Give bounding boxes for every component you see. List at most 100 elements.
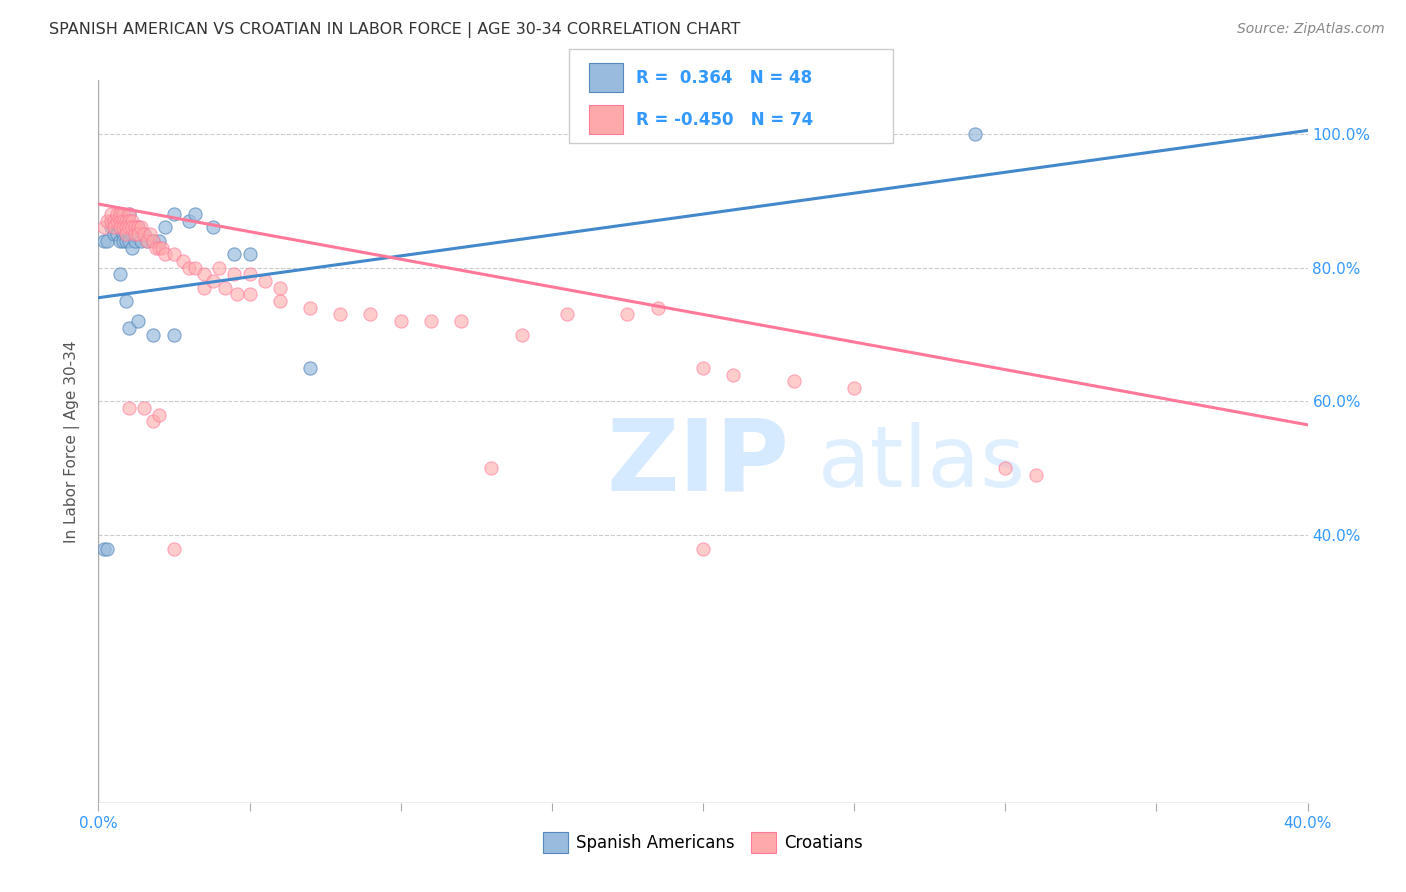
- Point: [118, 227, 141, 242]
- Point: [844, 381, 866, 395]
- Point: [202, 274, 225, 288]
- Point: [184, 207, 207, 221]
- Point: [96, 234, 118, 248]
- Point: [108, 214, 131, 228]
- Point: [783, 375, 806, 389]
- Point: [239, 287, 262, 301]
- Point: [124, 227, 146, 242]
- Point: [118, 207, 141, 221]
- Point: [121, 220, 143, 235]
- Point: [132, 401, 155, 416]
- Point: [253, 274, 276, 288]
- Point: [93, 234, 115, 248]
- Point: [118, 321, 141, 335]
- Point: [142, 234, 165, 248]
- Point: [692, 541, 714, 556]
- Point: [153, 247, 176, 261]
- Point: [208, 260, 231, 275]
- Point: [142, 414, 165, 429]
- Text: ZIP: ZIP: [606, 415, 789, 512]
- Point: [153, 220, 176, 235]
- Point: [127, 220, 149, 235]
- Point: [148, 241, 170, 255]
- Point: [132, 227, 155, 242]
- Point: [129, 234, 152, 248]
- Point: [139, 227, 162, 242]
- Point: [127, 227, 149, 242]
- Point: [118, 234, 141, 248]
- Point: [118, 220, 141, 235]
- Point: [224, 268, 246, 282]
- Point: [114, 220, 136, 235]
- Point: [127, 314, 149, 328]
- Y-axis label: In Labor Force | Age 30-34: In Labor Force | Age 30-34: [63, 340, 80, 543]
- Point: [108, 220, 131, 235]
- Point: [179, 214, 201, 228]
- Point: [616, 307, 638, 322]
- Point: [114, 294, 136, 309]
- Point: [172, 254, 194, 268]
- Point: [450, 314, 472, 328]
- Point: [239, 268, 262, 282]
- Point: [103, 220, 125, 235]
- Legend: Spanish Americans, Croatians: Spanish Americans, Croatians: [536, 826, 870, 860]
- Point: [135, 234, 157, 248]
- Point: [142, 234, 165, 248]
- Point: [142, 327, 165, 342]
- Point: [96, 214, 118, 228]
- Point: [118, 220, 141, 235]
- Point: [163, 247, 186, 261]
- Point: [111, 214, 134, 228]
- Point: [723, 368, 745, 382]
- Point: [148, 408, 170, 422]
- Text: R = -0.450   N = 74: R = -0.450 N = 74: [636, 112, 813, 129]
- Point: [105, 207, 128, 221]
- Text: atlas: atlas: [818, 422, 1026, 505]
- Point: [994, 461, 1017, 475]
- Text: SPANISH AMERICAN VS CROATIAN IN LABOR FORCE | AGE 30-34 CORRELATION CHART: SPANISH AMERICAN VS CROATIAN IN LABOR FO…: [49, 22, 741, 38]
- Point: [389, 314, 412, 328]
- Point: [108, 268, 131, 282]
- Point: [108, 220, 131, 235]
- Point: [202, 220, 225, 235]
- Point: [111, 227, 134, 242]
- Point: [163, 327, 186, 342]
- Point: [121, 227, 143, 242]
- Point: [121, 241, 143, 255]
- Point: [96, 541, 118, 556]
- Point: [239, 247, 262, 261]
- Point: [103, 227, 125, 242]
- Point: [114, 227, 136, 242]
- Point: [224, 247, 246, 261]
- Point: [145, 241, 167, 255]
- Text: Source: ZipAtlas.com: Source: ZipAtlas.com: [1237, 22, 1385, 37]
- Point: [100, 214, 122, 228]
- Point: [127, 220, 149, 235]
- Point: [118, 401, 141, 416]
- Point: [108, 234, 131, 248]
- Point: [148, 234, 170, 248]
- Point: [121, 214, 143, 228]
- Point: [299, 361, 322, 376]
- Point: [481, 461, 503, 475]
- Point: [269, 294, 291, 309]
- Point: [111, 214, 134, 228]
- Point: [114, 234, 136, 248]
- Point: [127, 227, 149, 242]
- Point: [193, 268, 215, 282]
- Point: [360, 307, 382, 322]
- Point: [114, 227, 136, 242]
- Point: [226, 287, 249, 301]
- Point: [111, 207, 134, 221]
- Point: [129, 220, 152, 235]
- Point: [510, 327, 533, 342]
- Point: [103, 214, 125, 228]
- Point: [965, 127, 987, 141]
- Point: [163, 207, 186, 221]
- Point: [269, 281, 291, 295]
- Point: [124, 220, 146, 235]
- Point: [103, 220, 125, 235]
- Point: [179, 260, 201, 275]
- Point: [114, 220, 136, 235]
- Point: [135, 234, 157, 248]
